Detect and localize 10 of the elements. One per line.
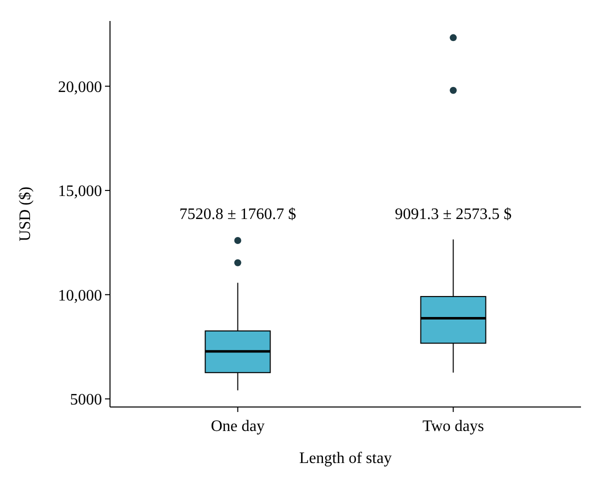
annotation: 7520.8 ± 1760.7 $ [179, 206, 296, 224]
x-tick-label: Two days [422, 418, 484, 435]
y-tick-label: 15,000 [58, 183, 102, 200]
x-axis-title: Length of stay [299, 450, 392, 467]
x-tick-label: One day [210, 418, 265, 435]
y-tick-label: 5000 [70, 391, 102, 408]
y-axis-title: USD ($) [17, 186, 34, 242]
annotation: 9091.3 ± 2573.5 $ [394, 206, 512, 224]
y-tick-label: 10,000 [58, 287, 102, 304]
y-tick-label: 20,000 [58, 78, 102, 96]
